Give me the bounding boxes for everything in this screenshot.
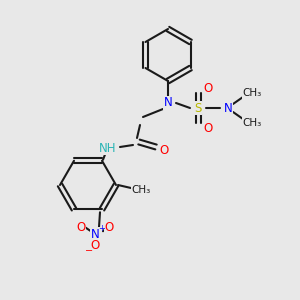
Text: NH: NH [99,142,117,154]
Text: O: O [159,143,169,157]
Text: −: − [85,246,93,256]
Text: O: O [76,221,85,234]
Text: +: + [99,224,105,233]
Text: S: S [194,101,202,115]
Text: N: N [91,228,99,241]
Text: O: O [203,122,213,134]
Text: O: O [203,82,213,94]
Text: CH₃: CH₃ [242,88,262,98]
Text: O: O [90,239,100,252]
Text: O: O [104,221,114,234]
Text: N: N [164,97,172,110]
Text: CH₃: CH₃ [131,185,151,195]
Text: CH₃: CH₃ [242,118,262,128]
Text: N: N [224,101,232,115]
